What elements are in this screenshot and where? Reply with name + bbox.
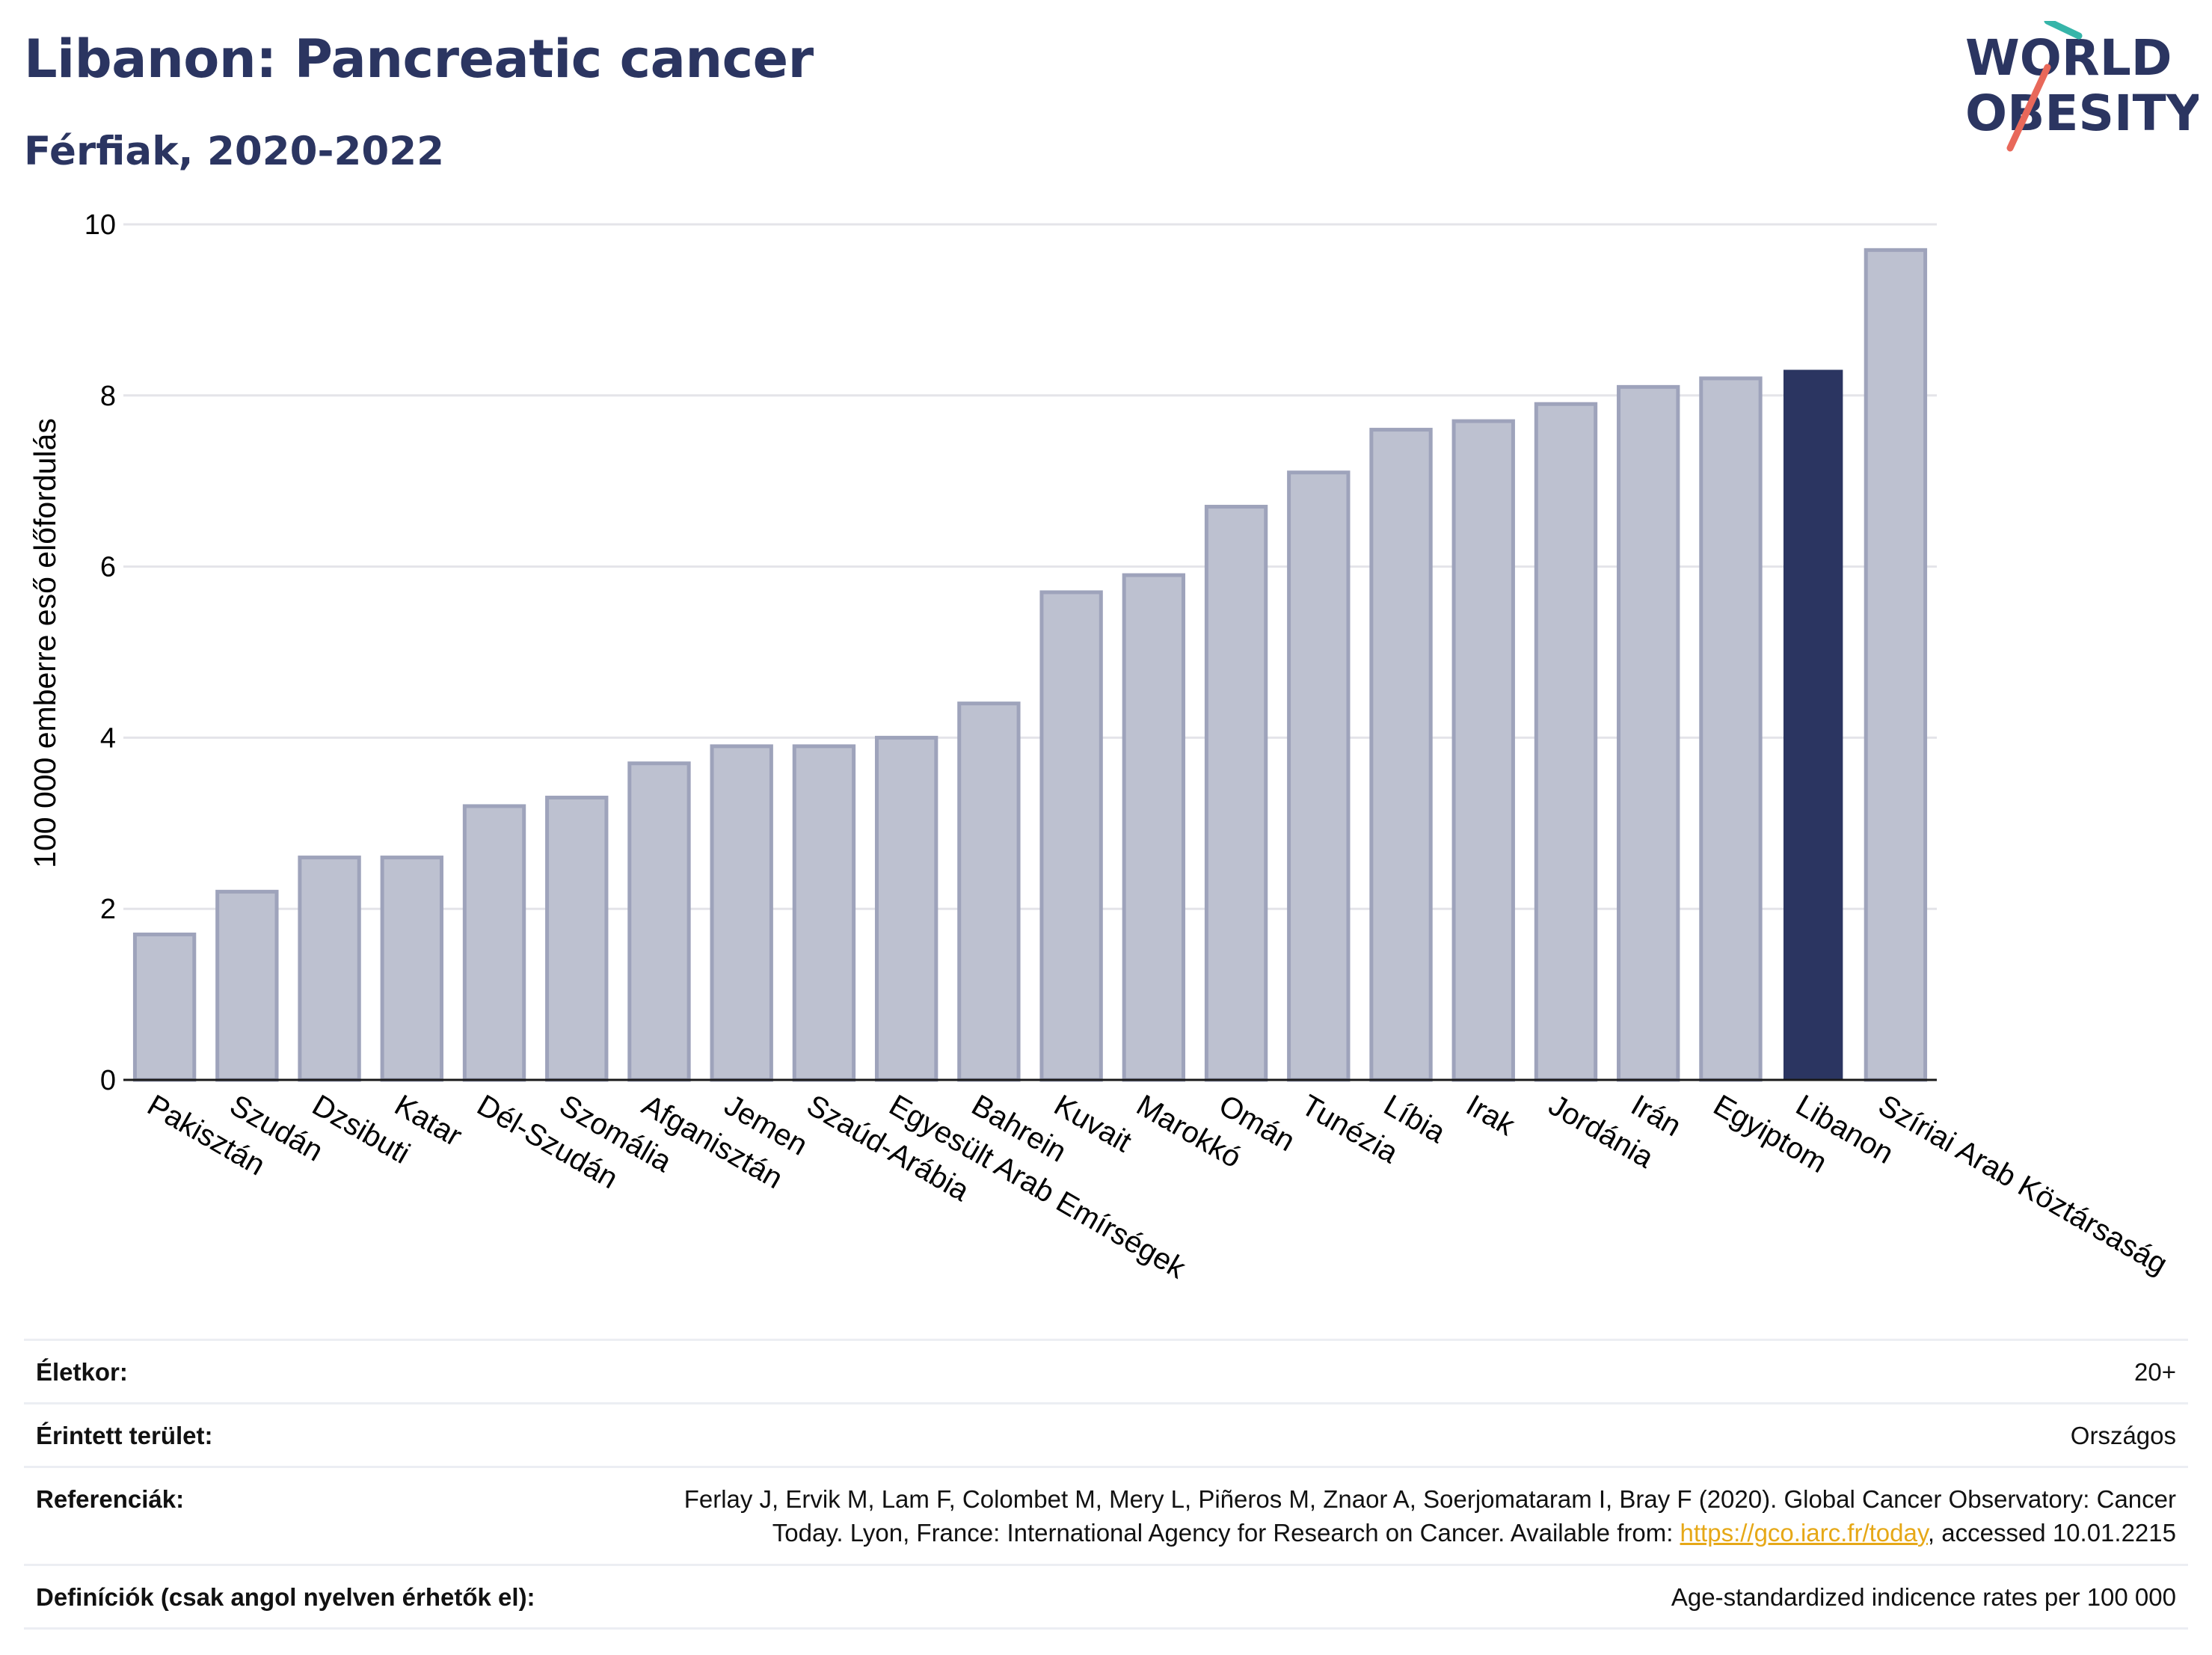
bar-dél-szudán — [462, 804, 526, 1082]
x-tick-label: Irak — [1460, 1089, 1521, 1143]
bar-omán — [1204, 505, 1268, 1082]
chart-title: Libanon: Pancreatic cancer — [24, 28, 814, 90]
area-value: Országos — [2070, 1422, 2176, 1449]
references-text: Ferlay J, Ervik M, Lam F, Colombet M, Me… — [684, 1483, 2176, 1550]
bar-kuvait — [1039, 590, 1103, 1082]
bar-marokkó — [1122, 573, 1186, 1082]
y-tick-label: 10 — [85, 209, 116, 241]
bar-tunézia — [1287, 470, 1351, 1082]
y-tick-label: 8 — [100, 381, 116, 412]
y-tick-label: 4 — [100, 722, 116, 754]
bar-szudán — [215, 889, 279, 1082]
ref-text-2: Today. Lyon, France: International Agenc… — [772, 1518, 1680, 1547]
ref-link[interactable]: https://gco.iarc.fr/today — [1680, 1518, 1928, 1547]
info-row-references: Referenciák: Ferlay J, Ervik M, Lam F, C… — [24, 1466, 2188, 1564]
info-row-area: Érintett terület: Országos — [24, 1402, 2188, 1466]
area-label: Érintett terület: — [36, 1422, 213, 1449]
info-table: Életkor: 20+ Érintett terület: Országos … — [24, 1339, 2188, 1630]
references-label: Referenciák: — [36, 1485, 185, 1513]
info-row-age: Életkor: 20+ — [24, 1339, 2188, 1402]
bar-jordánia — [1534, 402, 1598, 1082]
y-tick-label: 2 — [100, 894, 116, 925]
age-label: Életkor: — [36, 1358, 128, 1386]
bar-jemen — [710, 744, 773, 1082]
bar-egyesült-arab-emírségek — [874, 735, 938, 1082]
logo-line2: OBESITY — [1965, 85, 2199, 142]
ref-text-3: , accessed 10.01.2215 — [1927, 1518, 2176, 1547]
x-tick-label: Szíriai Arab Köztársaság — [1872, 1089, 2172, 1281]
y-tick-label: 0 — [100, 1065, 116, 1096]
chart-subtitle: Férfiak, 2020-2022 — [24, 129, 445, 174]
world-obesity-logo: WORLD OBESITY — [1965, 21, 2199, 152]
age-value: 20+ — [2134, 1358, 2176, 1386]
logo-line1: WORLD — [1965, 29, 2172, 87]
bar-szíriai-arab-köztársaság — [1864, 248, 1928, 1082]
definitions-label: Definíciók (csak angol nyelven érhetők e… — [36, 1583, 535, 1611]
definitions-value: Age-standardized indicence rates per 100… — [1671, 1583, 2176, 1611]
bar-bahrein — [957, 701, 1021, 1082]
bar-afganisztán — [627, 761, 691, 1082]
bars — [132, 248, 1928, 1082]
bar-szaúd-arábia — [792, 744, 856, 1082]
logo-red-slash — [2006, 64, 2051, 152]
y-axis-label: 100 000 emberre eső előfordulás — [28, 418, 62, 868]
ref-text-1: Ferlay J, Ervik M, Lam F, Colombet M, Me… — [683, 1485, 2176, 1513]
bar-irak — [1451, 419, 1515, 1082]
y-axis-ticks: 0 2 4 6 8 10 — [85, 209, 116, 1096]
info-row-definitions: Definíciók (csak angol nyelven érhetők e… — [24, 1564, 2188, 1630]
bar-líbia — [1369, 428, 1433, 1082]
y-tick-label: 6 — [100, 552, 116, 583]
bar-dzsibuti — [298, 856, 361, 1082]
bar-libanon — [1783, 369, 1843, 1081]
bar-egyiptom — [1699, 376, 1763, 1082]
logo-teal-slash — [2044, 21, 2083, 40]
bar-pakisztán — [132, 933, 197, 1082]
bar-szomália — [545, 795, 609, 1082]
bar-irán — [1617, 384, 1680, 1082]
bar-katar — [380, 856, 443, 1082]
